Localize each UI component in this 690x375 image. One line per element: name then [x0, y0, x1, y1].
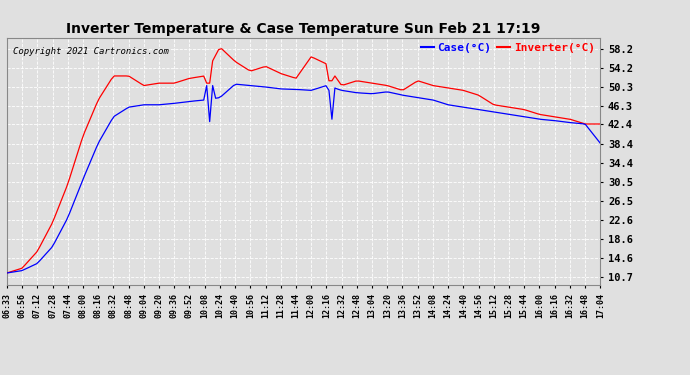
- Legend: Case(°C), Inverter(°C): Case(°C), Inverter(°C): [421, 43, 595, 53]
- Text: Copyright 2021 Cartronics.com: Copyright 2021 Cartronics.com: [13, 47, 169, 56]
- Title: Inverter Temperature & Case Temperature Sun Feb 21 17:19: Inverter Temperature & Case Temperature …: [66, 22, 541, 36]
